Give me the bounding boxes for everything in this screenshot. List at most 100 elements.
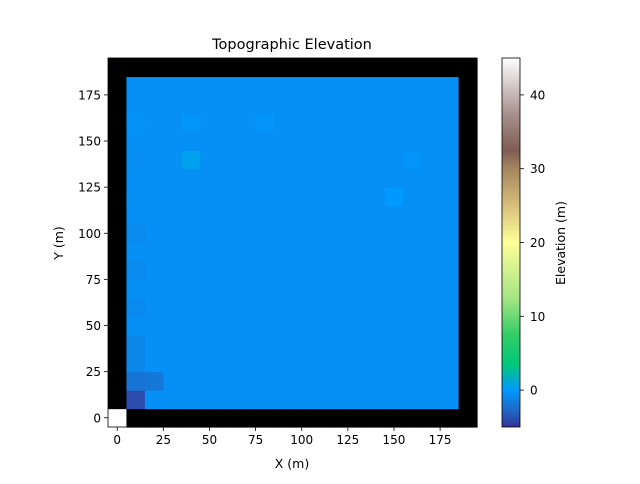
heatmap-cell bbox=[218, 353, 238, 373]
heatmap-cell bbox=[384, 94, 404, 114]
y-tick-label: 100 bbox=[78, 227, 101, 241]
heatmap-cell bbox=[310, 242, 330, 262]
heatmap-cell bbox=[200, 150, 220, 170]
heatmap-cell bbox=[163, 242, 183, 262]
colorbar-tick-label: 10 bbox=[530, 310, 545, 324]
heatmap-cell bbox=[274, 58, 294, 78]
heatmap-cell bbox=[274, 168, 294, 188]
plot-area bbox=[107, 57, 478, 428]
heatmap-cell bbox=[108, 168, 128, 188]
heatmap-cell bbox=[200, 131, 220, 151]
heatmap-cell bbox=[181, 205, 201, 225]
heatmap-cell bbox=[458, 260, 478, 280]
heatmap-cell bbox=[144, 316, 164, 336]
heatmap-cell bbox=[292, 131, 312, 151]
heatmap-cell bbox=[218, 58, 238, 78]
heatmap-cell bbox=[126, 58, 146, 78]
heatmap-cell bbox=[403, 334, 423, 354]
heatmap-cell bbox=[218, 168, 238, 188]
heatmap-cell bbox=[108, 76, 128, 96]
heatmap-cell bbox=[292, 316, 312, 336]
heatmap-cell bbox=[440, 353, 460, 373]
heatmap-cell bbox=[421, 113, 441, 133]
heatmap-cell bbox=[310, 187, 330, 207]
heatmap-cell bbox=[421, 94, 441, 114]
y-tick-label: 125 bbox=[78, 181, 101, 195]
colorbar: 0 10 20 30 40 Elevation (m) bbox=[501, 57, 568, 428]
heatmap-cell bbox=[237, 150, 257, 170]
heatmap-cell bbox=[200, 316, 220, 336]
heatmap-cell bbox=[310, 58, 330, 78]
heatmap-cell bbox=[237, 371, 257, 391]
heatmap-cell bbox=[126, 113, 146, 133]
heatmap-cell bbox=[292, 390, 312, 410]
heatmap-cell bbox=[218, 316, 238, 336]
heatmap-cell bbox=[255, 76, 275, 96]
heatmap-cell bbox=[237, 58, 257, 78]
heatmap-cell bbox=[255, 242, 275, 262]
heatmap-cell bbox=[218, 94, 238, 114]
heatmap-cell bbox=[163, 408, 183, 428]
heatmap-cell bbox=[200, 168, 220, 188]
colorbar-tick-label: 40 bbox=[530, 88, 545, 102]
heatmap-cell bbox=[458, 58, 478, 78]
heatmap-cell bbox=[366, 390, 386, 410]
heatmap-cell bbox=[366, 168, 386, 188]
heatmap-cell bbox=[421, 150, 441, 170]
heatmap-cell bbox=[421, 76, 441, 96]
heatmap-cell bbox=[329, 371, 349, 391]
heatmap-cell bbox=[440, 242, 460, 262]
heatmap-cell bbox=[440, 279, 460, 299]
heatmap-cell bbox=[458, 279, 478, 299]
heatmap-cell bbox=[384, 260, 404, 280]
heatmap-cell bbox=[292, 334, 312, 354]
heatmap-cell bbox=[347, 316, 367, 336]
heatmap-cell bbox=[108, 131, 128, 151]
heatmap-cell bbox=[458, 131, 478, 151]
heatmap-cell bbox=[218, 408, 238, 428]
heatmap-cell bbox=[421, 168, 441, 188]
heatmap-cell bbox=[347, 334, 367, 354]
heatmap-cell bbox=[329, 94, 349, 114]
heatmap-cell bbox=[440, 76, 460, 96]
heatmap-cell bbox=[458, 297, 478, 317]
heatmap-cell bbox=[440, 187, 460, 207]
heatmap-cell bbox=[144, 168, 164, 188]
heatmap-cell bbox=[292, 242, 312, 262]
heatmap-cell bbox=[126, 242, 146, 262]
heatmap-cell bbox=[218, 334, 238, 354]
heatmap-cell bbox=[274, 242, 294, 262]
heatmap-cell bbox=[384, 297, 404, 317]
x-tick-label: 25 bbox=[156, 433, 171, 447]
heatmap-cell bbox=[237, 205, 257, 225]
heatmap-cell bbox=[384, 224, 404, 244]
heatmap-cell bbox=[126, 316, 146, 336]
heatmap-cell bbox=[440, 408, 460, 428]
heatmap-cell bbox=[292, 58, 312, 78]
colorbar-tick-label: 20 bbox=[530, 236, 545, 250]
heatmap-cell bbox=[237, 131, 257, 151]
heatmap-cell bbox=[255, 113, 275, 133]
heatmap-cell bbox=[329, 58, 349, 78]
heatmap-cell bbox=[292, 353, 312, 373]
heatmap-cell bbox=[421, 297, 441, 317]
heatmap-cell bbox=[126, 150, 146, 170]
x-tick-label: 0 bbox=[113, 433, 121, 447]
colorbar-tick-label: 30 bbox=[530, 162, 545, 176]
heatmap-cell bbox=[458, 408, 478, 428]
heatmap-cell bbox=[163, 58, 183, 78]
heatmap-cell bbox=[384, 334, 404, 354]
heatmap-cell bbox=[126, 168, 146, 188]
heatmap-cell bbox=[292, 279, 312, 299]
heatmap-cell bbox=[218, 150, 238, 170]
heatmap-cell bbox=[163, 94, 183, 114]
heatmap-cell bbox=[237, 113, 257, 133]
heatmap-cell bbox=[144, 131, 164, 151]
heatmap-cell bbox=[421, 260, 441, 280]
heatmap-cell bbox=[255, 260, 275, 280]
heatmap-cell bbox=[274, 187, 294, 207]
heatmap-cell bbox=[458, 187, 478, 207]
heatmap-cell bbox=[200, 76, 220, 96]
heatmap-cell bbox=[329, 224, 349, 244]
heatmap-cell bbox=[440, 58, 460, 78]
